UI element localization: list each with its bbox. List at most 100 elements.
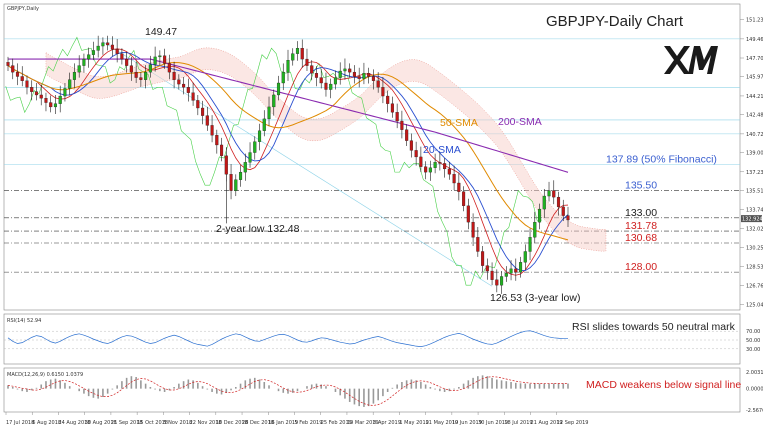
candle-body [552,190,556,198]
x-tick-label: 28 Dec 2018 [242,420,274,426]
candle-body [343,68,347,72]
x-tick-label: 6 Aug 2018 [32,420,61,426]
candle-body [44,98,48,103]
price-tick-label: 139.000 [746,151,763,157]
candle-body [153,56,157,65]
candle-body [281,71,285,84]
candle-body [476,237,480,252]
candle-body [267,106,271,120]
candle-body [77,65,81,73]
candle-body [248,152,252,163]
rsi-tick-label: 70.00 [746,329,760,335]
macd-tick-label: -2.5676 [746,408,763,414]
candle-body [371,76,375,81]
macd-panel-frame [3,367,741,413]
candle-body [210,125,214,136]
candle-body [63,88,67,97]
candle-body [523,251,527,263]
x-tick-label: 25 Feb 2019 [321,420,352,426]
ichimoku-cloud [5,36,607,286]
annotation-high: 149.47 [145,26,177,38]
candle-body [158,55,162,58]
x-tick-label: 22 Nov 2018 [190,420,222,426]
candle-body [39,94,43,99]
candle-body [177,79,181,85]
candle-body [405,129,409,141]
candle-body [319,77,323,84]
macd-tick-label: 2.0031 [746,370,763,376]
candle-body [220,144,224,156]
candle-body [101,42,105,47]
annotation-sma50: 50-SMA [440,117,478,129]
x-tick-label: 10 Dec 2018 [216,420,248,426]
x-tick-label: 21 Sep 2018 [111,420,143,426]
candle-body [357,76,361,79]
candle-body [381,87,385,97]
candle-body [329,83,333,90]
candle-body [129,65,133,73]
candle-body [300,48,304,60]
candle-body [362,73,366,79]
candle-body [514,268,518,273]
annotation-three-year-low: 126.53 (3-year low) [490,292,580,304]
candle-body [144,71,148,80]
candle-body [471,221,475,238]
price-tick-label: 149.460 [746,37,763,43]
candle-body [533,221,537,238]
symbol-label: GBPJPY,Daily [7,6,39,12]
x-tick-label: 15 Oct 2018 [137,420,168,426]
x-tick-label: 8 Apr 2019 [373,420,401,426]
sma50-line [7,61,569,241]
level-label: 130.68 [625,232,657,244]
candle-body [386,95,390,104]
candle-body [238,171,243,180]
rsi-label: RSI(14) 52.94 [7,318,41,324]
price-tick-label: 126.762 [746,284,763,290]
candle-body [172,71,176,80]
candle-body [96,45,100,51]
candle-body [443,163,447,170]
price-tick-label: 144.210 [746,94,763,100]
candle-body [291,53,295,61]
candle-body [561,206,565,216]
candle-body [500,276,504,286]
trend-line [102,41,493,287]
x-tick-label: 16 Jan 2019 [268,420,298,426]
candle-body [72,71,76,80]
price-axis: 151.230 149.460 147.700 145.978 144.210 142.4… [740,18,763,308]
candle-body [11,65,15,73]
rsi-panel-frame [3,313,741,365]
candle-body [305,58,309,66]
x-tick-label: 1 May 2019 [399,420,428,426]
price-tick-label: 145.978 [746,75,763,81]
candle-body [338,70,342,78]
candles [6,35,570,294]
price-tick-label: 140.720 [746,132,763,138]
candle-body [134,71,138,78]
candle-body [447,168,451,175]
candle-body [419,156,423,167]
candle-body [310,65,314,74]
candle-body [390,103,394,113]
candle-body [49,102,53,108]
price-tick-label: 130.252 [746,246,763,252]
candle-body [462,191,466,206]
level-label: 133.00 [625,207,657,219]
x-tick-label: 19 Mar 2019 [347,420,379,426]
candle-body [466,205,470,223]
candle-body [409,140,413,151]
candle-body [163,55,167,64]
fibonacci-lines [4,38,740,287]
candle-body [257,130,262,142]
candle-body [504,273,508,277]
price-tick-label: 125.040 [746,302,763,308]
macd-series: 2.0031 0.0000 -2.5676 [7,370,763,414]
x-tick-label: 30 Aug 2018 [85,420,117,426]
xm-logo-icon [664,46,718,74]
price-tick-label: 132.020 [746,226,763,232]
candle-body [537,208,542,223]
candle-body [433,162,437,168]
price-tick-label: 133.742 [746,208,763,214]
